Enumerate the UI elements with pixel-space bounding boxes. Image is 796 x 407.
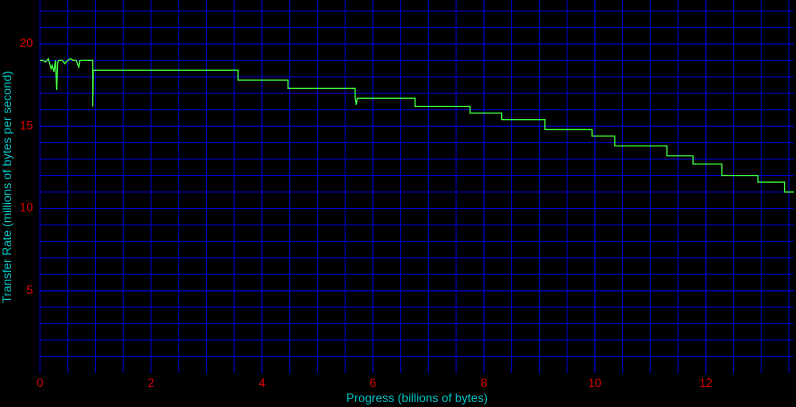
x-tick-label: 0 [37, 376, 44, 390]
grid [39, 0, 794, 373]
x-tick-label: 10 [588, 376, 602, 390]
x-tick-label: 8 [481, 376, 488, 390]
data-line [40, 57, 794, 193]
x-axis-title: Progress (billions of bytes) [346, 391, 487, 405]
x-tick-label: 12 [699, 376, 713, 390]
x-tick-label: 2 [148, 376, 155, 390]
y-axis-title: Transfer Rate (millions of bytes per sec… [0, 71, 14, 303]
y-tick-label: 15 [20, 118, 34, 132]
y-tick-label: 5 [26, 283, 33, 297]
plot [40, 57, 794, 193]
y-tick-label: 10 [20, 201, 34, 215]
y-tick-label: 20 [20, 36, 34, 50]
x-tick-label: 6 [370, 376, 377, 390]
x-tick-label: 4 [259, 376, 266, 390]
